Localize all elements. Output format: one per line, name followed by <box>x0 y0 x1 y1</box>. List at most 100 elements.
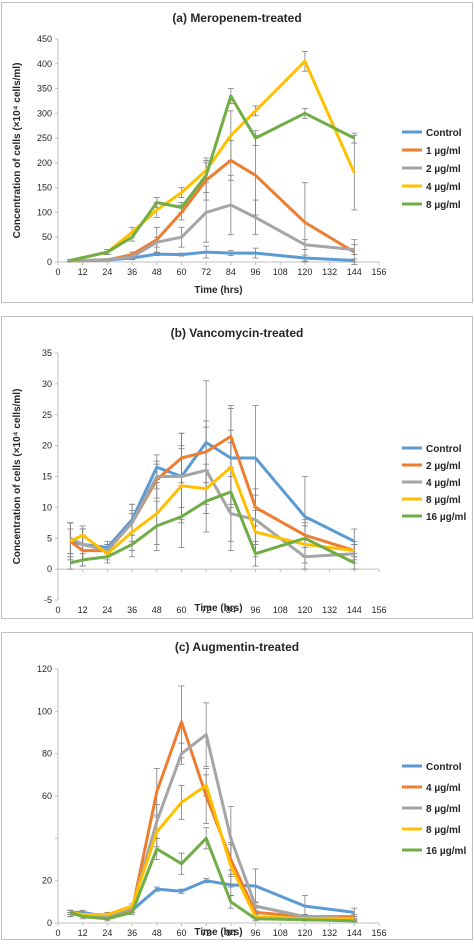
y-tick-label: 0 <box>47 257 52 267</box>
y-tick-label: 60 <box>42 791 52 801</box>
x-tick-label: 144 <box>347 267 362 277</box>
y-tick-label: 200 <box>37 158 52 168</box>
legend-label: Control <box>426 444 462 455</box>
chart-title: (a) Meropenem-treated <box>172 11 301 25</box>
y-tick-label: 100 <box>37 207 52 217</box>
x-tick-label: 48 <box>152 928 162 938</box>
y-tick-label: 35 <box>42 348 52 358</box>
x-tick-label: 132 <box>322 928 337 938</box>
y-tick-label: 10 <box>42 502 52 512</box>
series-line-0 <box>69 441 355 549</box>
x-tick-label: 132 <box>322 267 337 277</box>
x-tick-label: 12 <box>78 267 88 277</box>
x-tick-label: 60 <box>176 267 186 277</box>
x-tick-label: 96 <box>251 928 261 938</box>
x-tick-label: 0 <box>55 267 60 277</box>
x-tick-label: 108 <box>273 605 288 615</box>
y-axis-label: Concentration of cells (×10⁴ cells/ml) <box>12 63 23 239</box>
series-line-2 <box>70 733 355 921</box>
x-tick-label: 84 <box>226 928 236 938</box>
x-tick-label: 12 <box>78 605 88 615</box>
legend-label: 8 µg/ml <box>426 825 461 836</box>
x-tick-label: 0 <box>55 928 60 938</box>
legend-label: 4 µg/ml <box>426 182 461 193</box>
y-tick-label: 50 <box>42 232 52 242</box>
x-tick-label: 0 <box>55 605 60 615</box>
y-tick-label: -5 <box>44 595 52 605</box>
x-tick-label: 156 <box>371 928 386 938</box>
y-tick-label: 450 <box>37 34 52 44</box>
legend-label: 8 µg/ml <box>426 495 461 506</box>
series-line-1 <box>69 434 355 553</box>
chart-c: (c) Augmentin-treated 0 20 60 80 100 120 0 12 24 3… <box>37 640 466 938</box>
x-tick-label: 12 <box>78 928 88 938</box>
y-tick-label: 0 <box>47 564 52 574</box>
x-tick-label: 24 <box>102 928 112 938</box>
x-axis-label: Time (hrs) <box>194 927 242 938</box>
x-tick-label: 36 <box>127 605 137 615</box>
y-tick-label: 400 <box>37 59 52 69</box>
x-axis-label: Time (hrs) <box>194 603 242 614</box>
y-tick-label: 300 <box>37 108 52 118</box>
y-tick-label: 150 <box>37 183 52 193</box>
x-tick-label: 144 <box>347 605 362 615</box>
legend-label: 8 µg/ml <box>426 200 461 211</box>
x-tick-label: 84 <box>226 605 236 615</box>
legend-label: 4 µg/ml <box>426 783 461 794</box>
chart-panel-a: (a) Meropenem-treated 0 50 100 150 200 250 300 3… <box>1 2 473 303</box>
series-line-4 <box>69 836 355 923</box>
y-tick-label: 25 <box>42 410 52 420</box>
x-tick-label: 72 <box>201 267 211 277</box>
legend-label: 1 µg/ml <box>426 146 461 157</box>
x-axis-label: Time (hrs) <box>194 285 242 296</box>
x-tick-label: 156 <box>371 267 386 277</box>
legend-label: Control <box>426 762 462 773</box>
x-tick-label: 36 <box>127 928 137 938</box>
x-tick-label: 72 <box>201 928 211 938</box>
chart-title: (c) Augmentin-treated <box>175 640 299 654</box>
x-tick-label: 48 <box>152 267 162 277</box>
legend-label: 2 µg/ml <box>426 164 461 175</box>
x-tick-label: 48 <box>152 605 162 615</box>
legend-label: 16 µg/ml <box>426 512 466 523</box>
x-tick-label: 24 <box>102 605 112 615</box>
chart-panel-c: (c) Augmentin-treated 0 20 60 80 100 120 0 12 24 3… <box>1 632 473 940</box>
series-line-3 <box>70 783 355 921</box>
x-tick-label: 60 <box>176 605 186 615</box>
x-tick-label: 120 <box>297 928 312 938</box>
series-line-4 <box>69 490 355 565</box>
series-line-4 <box>69 94 355 262</box>
x-tick-label: 96 <box>251 267 261 277</box>
y-tick-label: 20 <box>42 876 52 886</box>
x-tick-label: 156 <box>371 605 386 615</box>
y-axis-label: Concentration of cells (×10⁴ cells/ml) <box>12 389 23 565</box>
legend-label: 4 µg/ml <box>426 478 461 489</box>
legend-label: 16 µg/ml <box>426 846 466 857</box>
x-tick-label: 108 <box>273 928 288 938</box>
y-tick-label: 350 <box>37 84 52 94</box>
x-tick-label: 132 <box>322 605 337 615</box>
legend-label: 2 µg/ml <box>426 461 461 472</box>
legend-label: Control <box>426 128 462 139</box>
x-tick-label: 120 <box>297 267 312 277</box>
y-tick-label: 250 <box>37 133 52 143</box>
x-tick-label: 36 <box>127 267 137 277</box>
legend-label: 8 µg/ml <box>426 804 461 815</box>
x-tick-label: 60 <box>176 928 186 938</box>
y-tick-label: 80 <box>42 749 52 759</box>
series-line-2 <box>70 203 355 263</box>
x-tick-label: 108 <box>273 267 288 277</box>
y-tick-label: 30 <box>42 379 52 389</box>
x-tick-label: 96 <box>251 605 261 615</box>
y-tick-label: 120 <box>37 664 52 674</box>
x-tick-label: 24 <box>102 267 112 277</box>
y-tick-label: 5 <box>47 533 52 543</box>
y-tick-label: 15 <box>42 472 52 482</box>
y-tick-label: 0 <box>47 918 52 928</box>
x-tick-label: 120 <box>297 605 312 615</box>
series-line-1 <box>70 720 355 919</box>
x-tick-label: 84 <box>226 267 236 277</box>
chart-panel-b: (b) Vancomycin-treated -5 0 5 10 15 20 25 30 35 0 1… <box>1 316 473 619</box>
y-tick-label: 20 <box>42 441 52 451</box>
